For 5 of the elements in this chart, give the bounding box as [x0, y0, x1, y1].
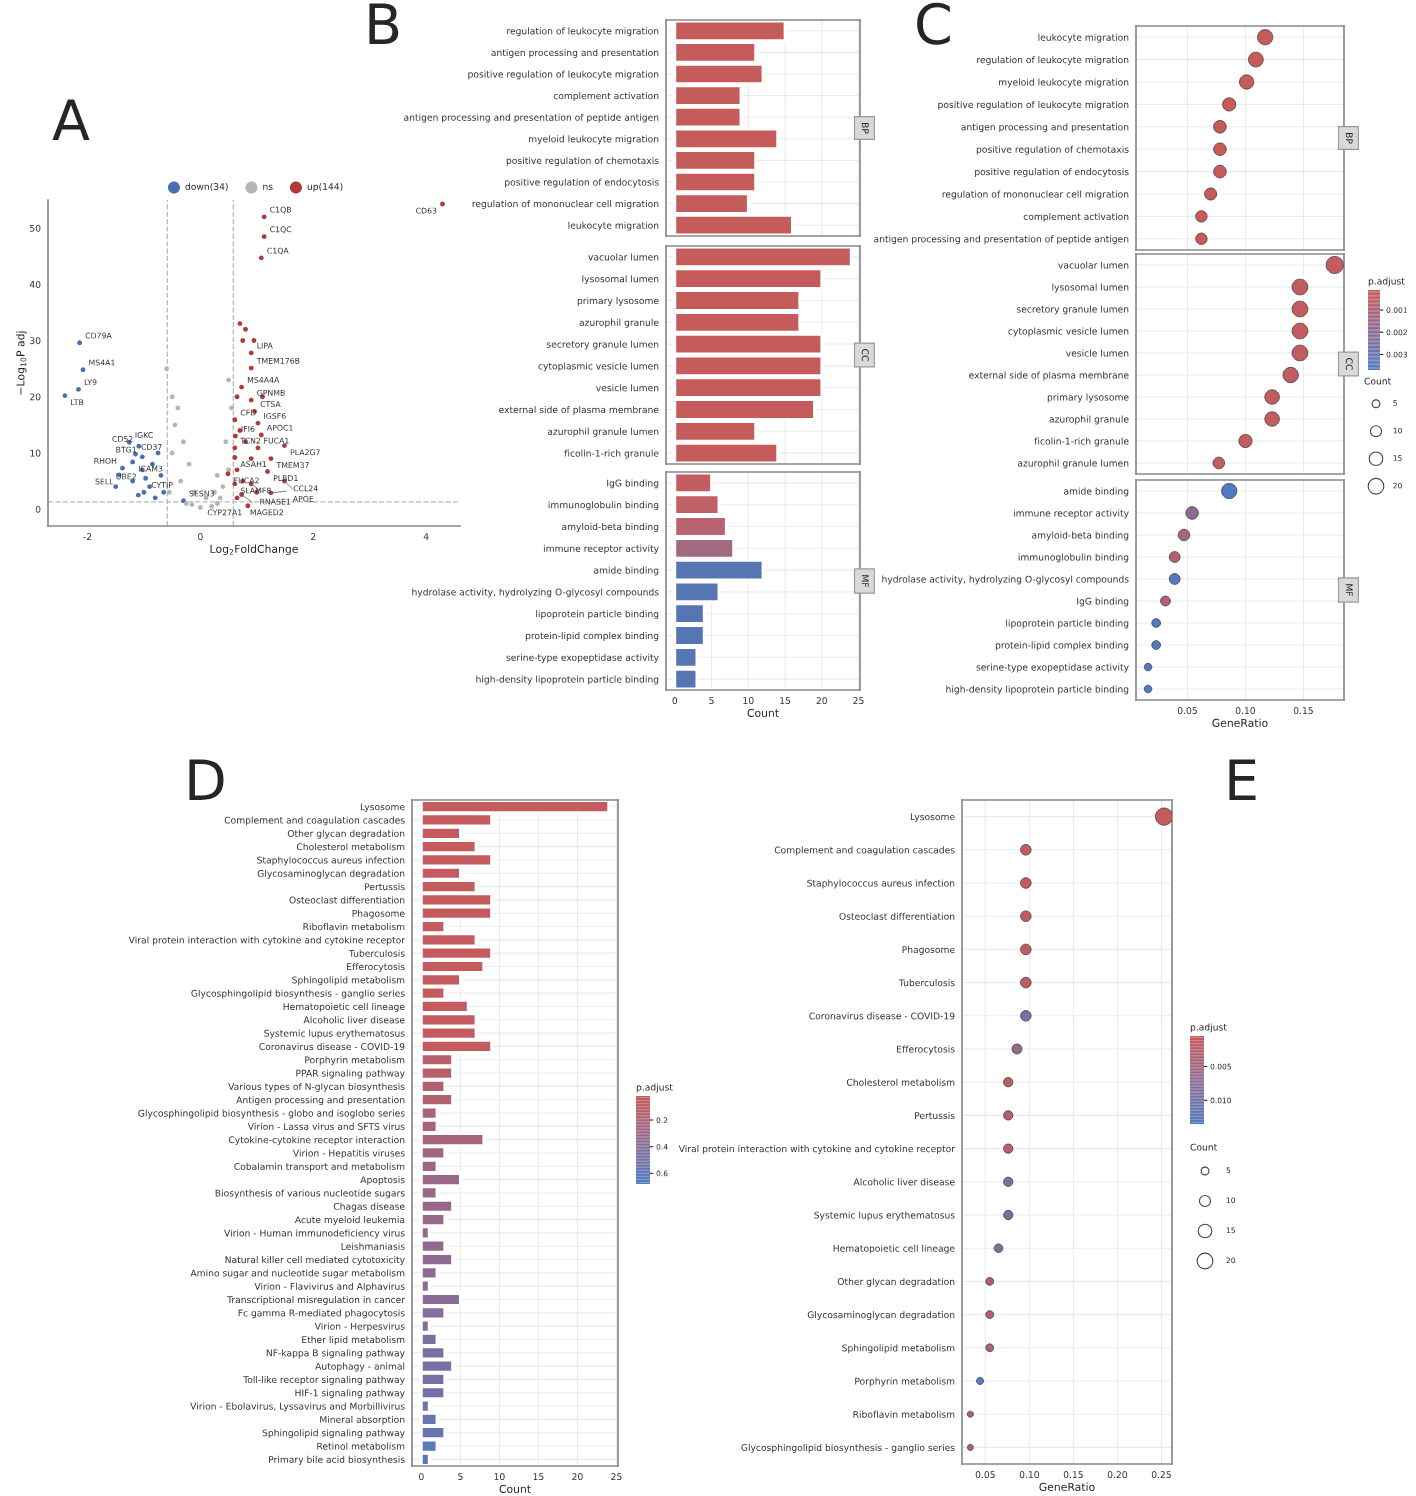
- text: B: [369, 3, 399, 44]
- text: A: [52, 99, 90, 140]
- text: D: [189, 759, 224, 800]
- text: E: [1229, 759, 1256, 800]
- text: C: [917, 2, 950, 45]
